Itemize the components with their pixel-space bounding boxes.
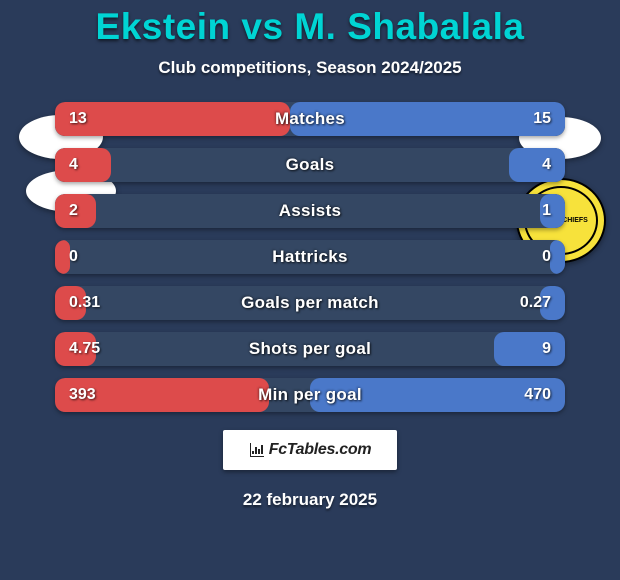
stat-row: Assists2 1 (55, 194, 565, 228)
stat-label: Goals per match (55, 286, 565, 320)
stat-row: Goals per match0.31 0.27 (55, 286, 565, 320)
stat-value-right: 0.27 (520, 286, 551, 320)
page-title: Ekstein vs M. Shabalala (0, 6, 620, 48)
date-line: 22 february 2025 (0, 490, 620, 510)
stat-value-left: 4 (69, 148, 78, 182)
stat-row: Matches13 15 (55, 102, 565, 136)
stat-value-right: 470 (524, 378, 551, 412)
stat-row: Goals4 4 (55, 148, 565, 182)
stat-row: Min per goal393 470 (55, 378, 565, 412)
stat-value-left: 13 (69, 102, 87, 136)
stat-label: Min per goal (55, 378, 565, 412)
stat-label: Assists (55, 194, 565, 228)
stat-value-left: 0.31 (69, 286, 100, 320)
stat-value-left: 0 (69, 240, 78, 274)
stat-label: Matches (55, 102, 565, 136)
bar-chart-icon (249, 442, 265, 458)
stat-row: Hattricks0 0 (55, 240, 565, 274)
stat-value-right: 4 (542, 148, 551, 182)
stat-label: Shots per goal (55, 332, 565, 366)
stat-value-right: 1 (542, 194, 551, 228)
brand-label: FcTables.com (269, 441, 372, 459)
stat-value-left: 393 (69, 378, 96, 412)
content-root: Ekstein vs M. Shabalala Club competition… (0, 0, 620, 510)
stat-row: Shots per goal4.75 9 (55, 332, 565, 366)
stat-label: Goals (55, 148, 565, 182)
stat-value-right: 15 (533, 102, 551, 136)
stat-value-left: 4.75 (69, 332, 100, 366)
stat-label: Hattricks (55, 240, 565, 274)
page-subtitle: Club competitions, Season 2024/2025 (0, 58, 620, 78)
stat-value-right: 0 (542, 240, 551, 274)
stat-value-left: 2 (69, 194, 78, 228)
stats-container: Matches13 15 Goals4 4 Assists2 1 Hattricks0 0 Go… (55, 102, 565, 412)
stat-value-right: 9 (542, 332, 551, 366)
brand-logo[interactable]: FcTables.com (223, 430, 397, 470)
